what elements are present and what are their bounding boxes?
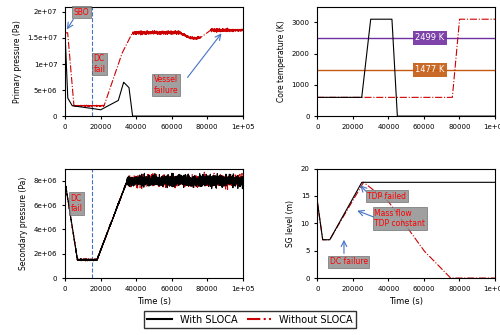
Text: 1477 K: 1477 K [415,65,444,74]
Y-axis label: Core temperature (K): Core temperature (K) [277,20,286,102]
Y-axis label: SG level (m): SG level (m) [286,200,295,247]
Legend: With SLOCA, Without SLOCA: With SLOCA, Without SLOCA [144,311,356,328]
Text: Vessel
failure: Vessel failure [154,75,178,95]
Text: 2499 K: 2499 K [415,34,444,43]
Text: SBO: SBO [74,7,90,16]
X-axis label: Time (s): Time (s) [137,297,171,306]
Text: Mass flow
TDP constant: Mass flow TDP constant [374,209,425,228]
Y-axis label: Primary pressure (Pa): Primary pressure (Pa) [12,20,22,103]
Text: TDP failed: TDP failed [367,192,406,201]
Text: DC
fail: DC fail [70,194,83,213]
Text: DC failure: DC failure [330,257,368,266]
Y-axis label: Secondary pressure (Pa): Secondary pressure (Pa) [19,177,28,270]
Text: DC
fail: DC fail [94,54,106,74]
X-axis label: Time (s): Time (s) [389,297,423,306]
